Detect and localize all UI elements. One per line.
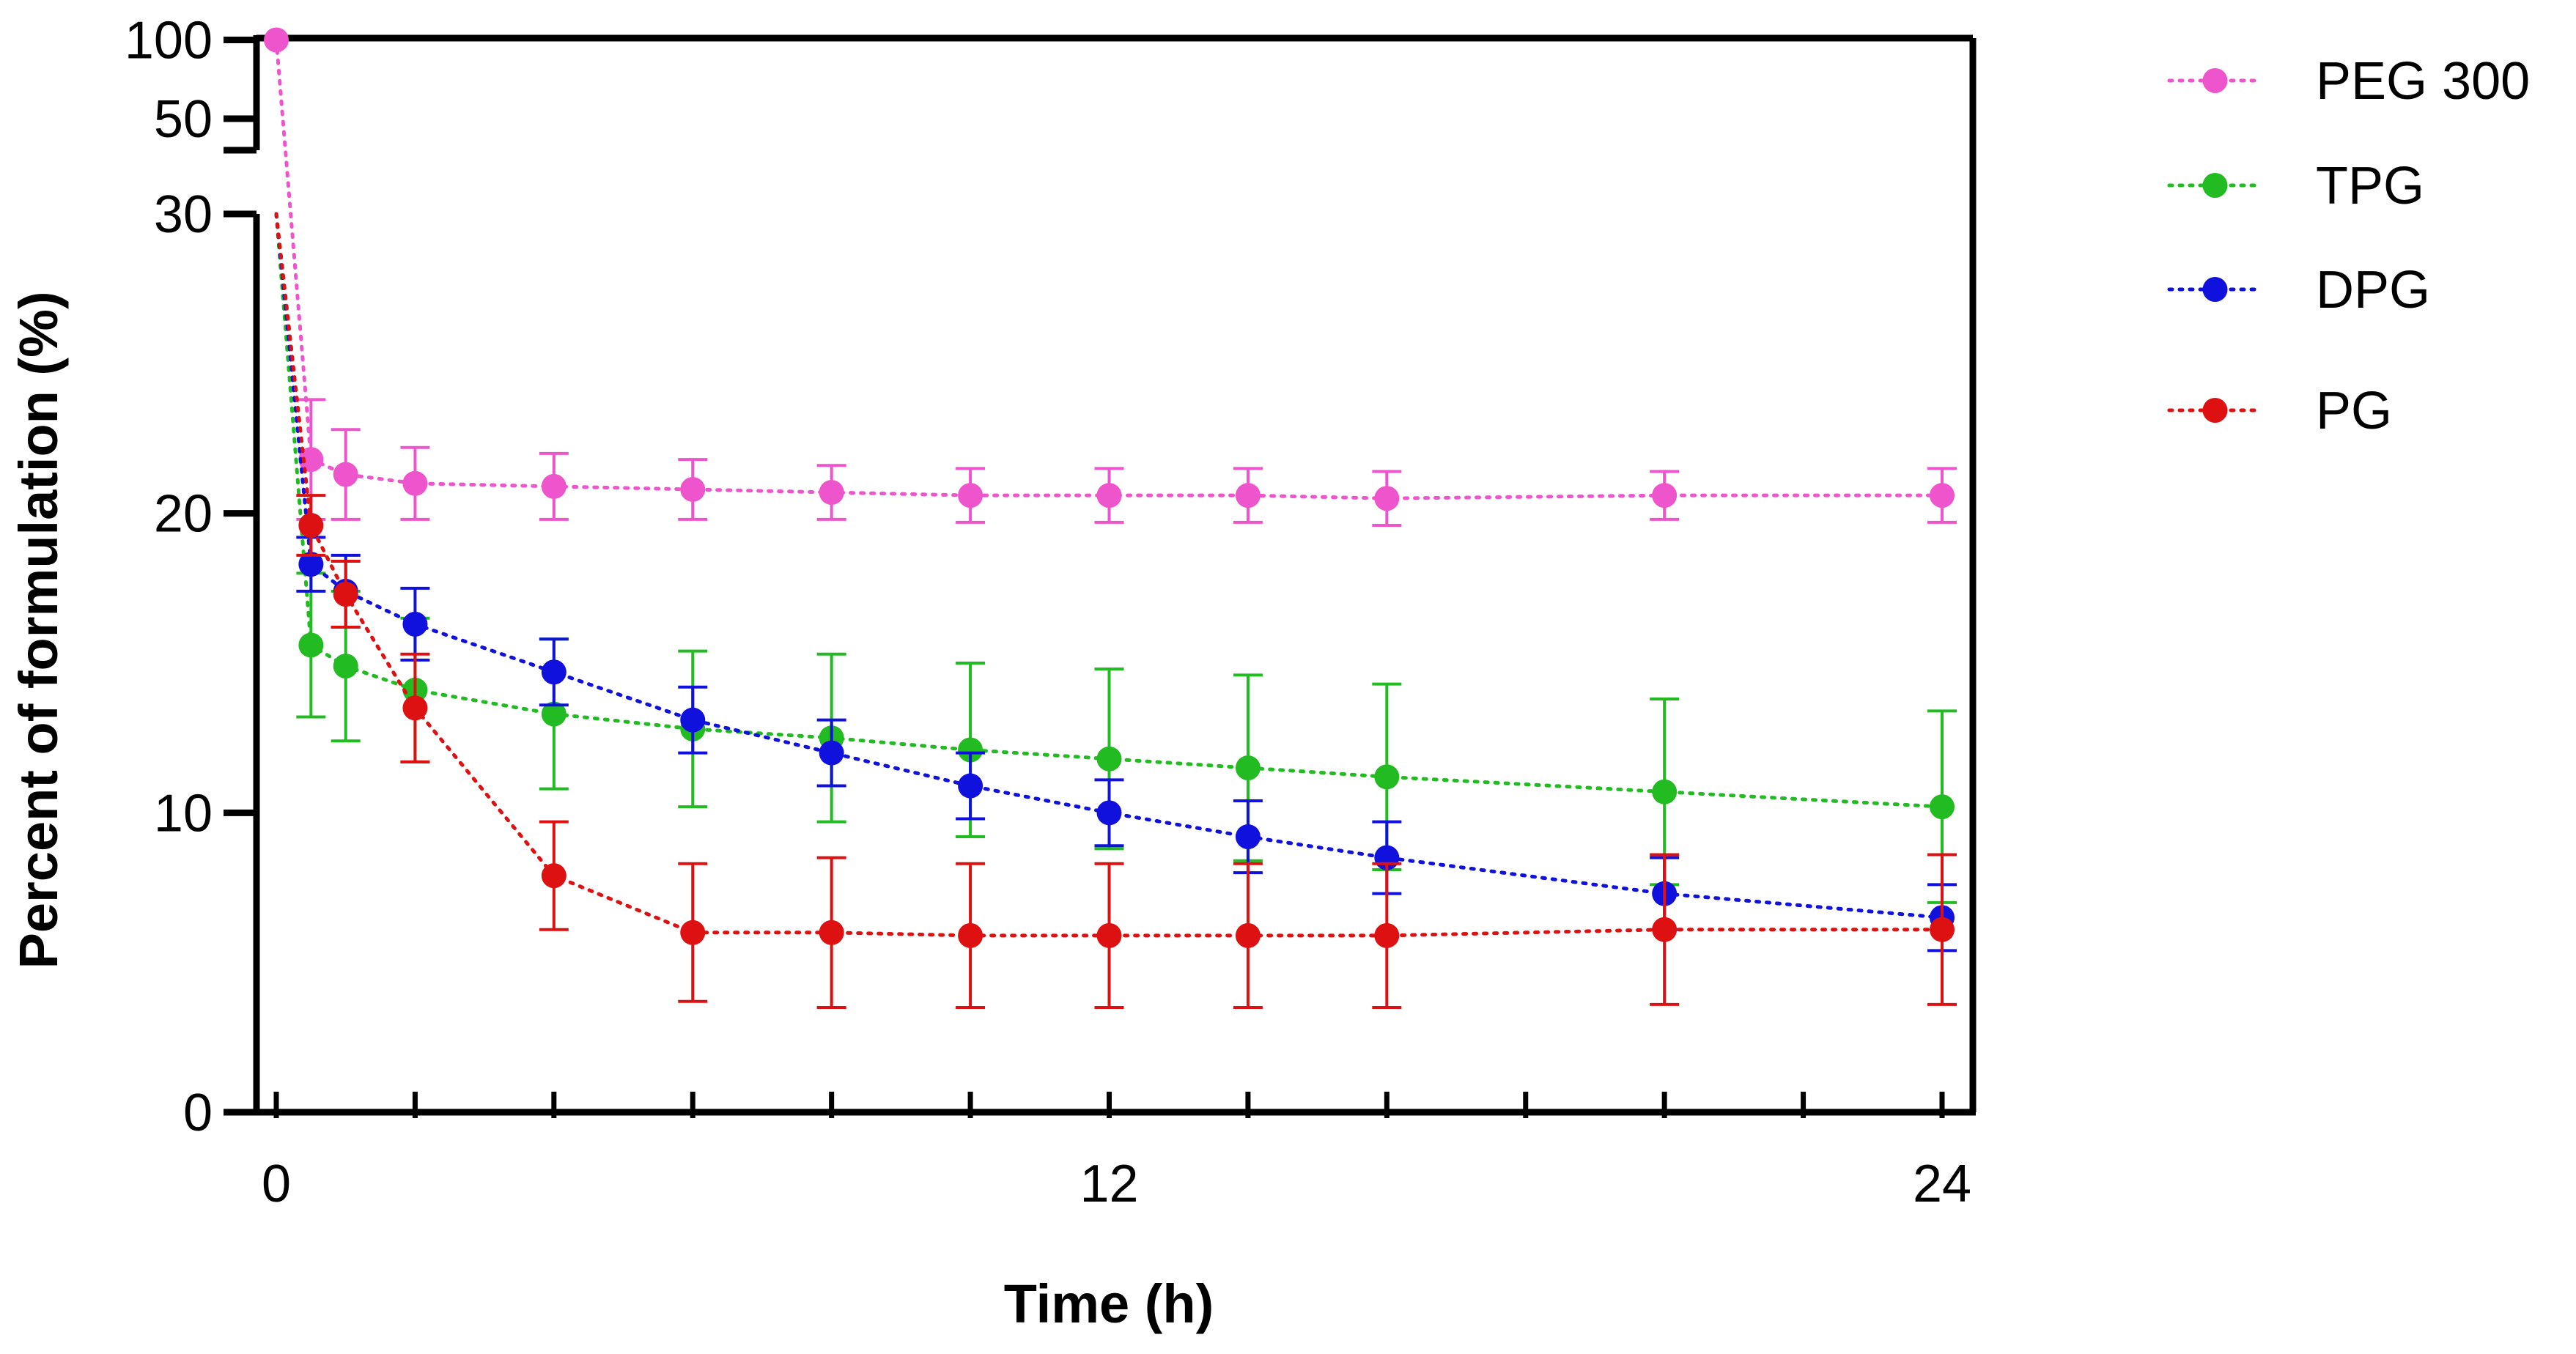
data-point [1096, 483, 1122, 508]
data-point [819, 920, 844, 945]
y-tick-label: 30 [154, 185, 213, 244]
series-line [274, 38, 1944, 500]
data-point [958, 483, 983, 508]
series-layer [264, 27, 1957, 1009]
data-point [541, 701, 567, 727]
legend: PEG 300 TPG DPG PG [2167, 52, 2530, 440]
data-point [402, 695, 428, 721]
data-point [1652, 483, 1678, 508]
series-peg-300 [264, 27, 1957, 528]
data-point [1652, 779, 1678, 804]
data-point [958, 737, 983, 763]
data-point [333, 654, 358, 679]
data-point [298, 447, 324, 473]
y-tick-label: 100 [125, 12, 213, 70]
legend-marker [2202, 68, 2228, 93]
data-point [402, 470, 428, 496]
data-point [1235, 922, 1261, 948]
data-point [958, 773, 983, 799]
data-point [1096, 922, 1122, 948]
data-point [819, 740, 844, 766]
y-tick-label: 10 [154, 784, 213, 843]
data-point [1235, 824, 1261, 850]
series-pg [274, 212, 1957, 1009]
y-tick-label: 20 [154, 485, 213, 544]
legend-marker [2202, 173, 2228, 198]
legend-item: PEG 300 [2167, 52, 2530, 111]
x-tick-label: 12 [1080, 1155, 1138, 1213]
data-point [1096, 800, 1122, 826]
data-point [298, 552, 324, 577]
data-point [402, 611, 428, 637]
data-point [1235, 755, 1261, 781]
data-point [819, 480, 844, 506]
series-tpg [274, 212, 1957, 904]
y-tick-label: 0 [183, 1084, 213, 1142]
y-tick-label: 50 [154, 90, 213, 149]
legend-marker [2202, 277, 2228, 302]
data-point [1930, 483, 1955, 508]
data-point [264, 27, 289, 53]
legend-item: TPG [2167, 157, 2424, 215]
x-tick-label: 24 [1913, 1155, 1971, 1213]
data-point [1930, 917, 1955, 942]
data-point [1374, 486, 1400, 511]
data-point [1374, 764, 1400, 790]
data-point [298, 632, 324, 658]
data-point [1096, 746, 1122, 772]
data-point [1235, 483, 1261, 508]
data-point [958, 922, 983, 948]
legend-item: PG [2167, 382, 2392, 440]
legend-label: PG [2316, 382, 2392, 440]
data-point [333, 462, 358, 487]
data-point [333, 582, 358, 607]
data-point [298, 513, 324, 539]
x-tick-label: 0 [262, 1155, 291, 1213]
data-point [541, 659, 567, 685]
data-point [541, 473, 567, 499]
data-point [680, 476, 706, 502]
x-axis-title: Time (h) [1004, 1273, 1214, 1334]
data-point [1652, 917, 1678, 942]
legend-label: DPG [2316, 261, 2430, 319]
legend-label: TPG [2316, 157, 2424, 215]
data-point [680, 707, 706, 733]
legend-marker [2202, 398, 2228, 423]
y-axis-title: Percent of formulation (%) [8, 291, 69, 969]
data-point [1930, 794, 1955, 820]
data-point [541, 863, 567, 889]
series-dpg [274, 212, 1957, 952]
legend-label: PEG 300 [2316, 52, 2530, 111]
data-point [680, 920, 706, 945]
data-point [1374, 922, 1400, 948]
legend-item: DPG [2167, 261, 2430, 319]
